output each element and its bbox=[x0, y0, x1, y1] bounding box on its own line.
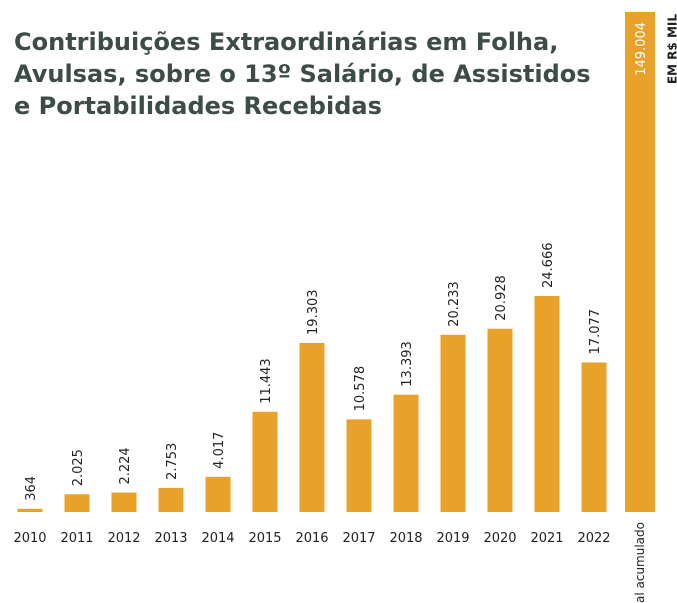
value-label: 19.303 bbox=[306, 289, 321, 335]
value-label: 2.753 bbox=[165, 443, 180, 480]
value-label: 17.077 bbox=[588, 309, 603, 355]
value-label: 4.017 bbox=[212, 432, 227, 469]
x-tick-label: 2020 bbox=[483, 531, 516, 546]
total-bar bbox=[625, 12, 655, 512]
chart-title: Contribuições Extraordinárias em Folha, … bbox=[14, 28, 591, 120]
bar bbox=[158, 487, 184, 512]
x-tick-label: 2022 bbox=[577, 531, 610, 546]
bar bbox=[111, 492, 137, 512]
value-label: 20.928 bbox=[494, 275, 509, 321]
value-label: 20.233 bbox=[447, 281, 462, 327]
unit-label: EM R$ MIL bbox=[666, 14, 677, 84]
x-tick-label: 2016 bbox=[295, 531, 328, 546]
bar bbox=[534, 296, 560, 512]
total-label: Total acumulado bbox=[633, 522, 647, 603]
bar bbox=[487, 328, 513, 512]
bar bbox=[393, 394, 419, 512]
total-value-label: 149.004 bbox=[634, 22, 649, 76]
x-tick-label: 2019 bbox=[436, 531, 469, 546]
value-label: 13.393 bbox=[400, 341, 415, 387]
x-tick-label: 2011 bbox=[60, 531, 93, 546]
value-label: 10.578 bbox=[353, 366, 368, 412]
x-tick-label: 2015 bbox=[248, 531, 281, 546]
bar bbox=[252, 411, 278, 512]
bar bbox=[64, 494, 90, 512]
x-tick-label: 2018 bbox=[389, 531, 422, 546]
value-label: 364 bbox=[24, 476, 39, 501]
value-label: 24.666 bbox=[541, 243, 556, 289]
bar bbox=[17, 508, 43, 512]
x-tick-label: 2021 bbox=[530, 531, 563, 546]
bar bbox=[205, 476, 231, 512]
value-label: 11.443 bbox=[259, 358, 274, 404]
bar bbox=[346, 419, 372, 512]
x-tick-label: 2017 bbox=[342, 531, 375, 546]
x-tick-label: 2013 bbox=[154, 531, 187, 546]
x-tick-label: 2010 bbox=[13, 531, 46, 546]
bar bbox=[581, 362, 607, 512]
x-tick-label: 2012 bbox=[107, 531, 140, 546]
bar bbox=[299, 342, 325, 512]
x-tick-label: 2014 bbox=[201, 531, 234, 546]
bar bbox=[440, 334, 466, 512]
value-label: 2.025 bbox=[71, 449, 86, 486]
value-label: 2.224 bbox=[118, 447, 133, 484]
